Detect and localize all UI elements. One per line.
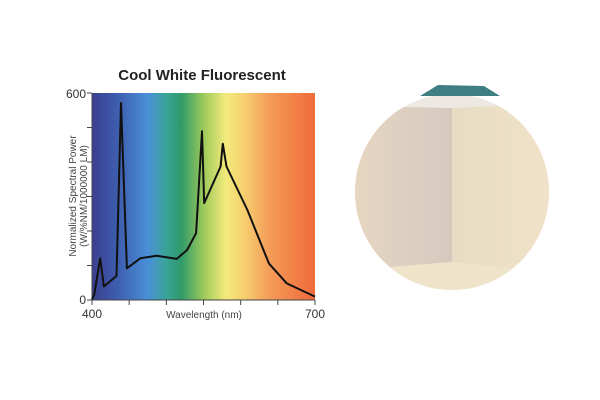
room-corner-photo bbox=[355, 85, 549, 290]
x-axis-label: Wavelength (nm) bbox=[166, 310, 242, 321]
ceiling-light bbox=[420, 85, 500, 96]
y-axis-label-line1: Normalized Spectral Power bbox=[68, 135, 79, 257]
y-tick-label-600: 600 bbox=[66, 87, 86, 101]
chart-title: Cool White Fluorescent bbox=[118, 67, 286, 84]
y-tick-label-0: 0 bbox=[79, 293, 86, 307]
x-tick-label-700: 700 bbox=[305, 307, 325, 321]
y-axis-label-line2: (W/%NM/1000000 LM) bbox=[79, 145, 90, 247]
spectral-power-chart: Cool White Fluorescent 600 0 400 700 Wav… bbox=[66, 67, 325, 321]
spectral-line bbox=[91, 102, 316, 300]
x-tick-label-400: 400 bbox=[82, 307, 102, 321]
